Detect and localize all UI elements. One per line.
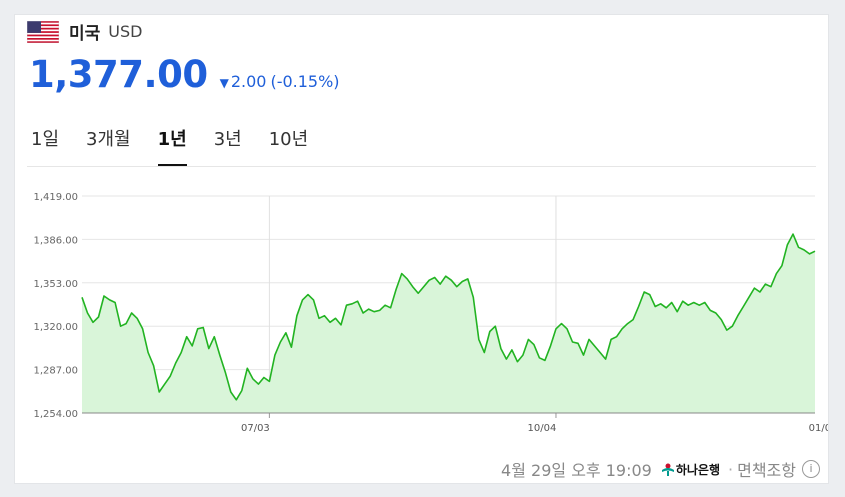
price-change: 2.00 (-0.15%) — [231, 72, 344, 91]
y-tick-label: 1,287.00 — [33, 366, 78, 377]
x-tick-label: 01/02 — [809, 423, 828, 434]
country-name: 미국 — [69, 24, 101, 44]
series-line — [81, 233, 816, 401]
currency-code: USD — [108, 22, 143, 41]
x-tick-label: 10/04 — [528, 423, 557, 434]
currency-header: 미국 USD — [27, 19, 142, 44]
bank-name: 하나은행 — [675, 462, 721, 477]
change-amount: 2.00 — [230, 72, 267, 91]
hana-bank-logo-icon — [661, 463, 674, 476]
down-triangle-icon: ▼ — [219, 76, 229, 90]
y-tick-label: 1,320.00 — [33, 322, 78, 333]
tab-1day[interactable]: 1일 — [31, 129, 60, 150]
period-tabs: 1일 3개월 1년 3년 10년 — [31, 125, 335, 166]
y-tick-label: 1,386.00 — [33, 235, 78, 246]
chart-footer: 4월 29일 오후 19:09 하나은행 · 면책조항 i — [501, 457, 820, 481]
disclaimer-link[interactable]: 면책조항 — [737, 461, 796, 480]
update-timestamp: 4월 29일 오후 19:09 — [501, 461, 652, 480]
y-tick-label: 1,419.00 — [33, 192, 78, 203]
bank-source: 하나은행 — [660, 461, 720, 478]
exchange-rate-card: 미국 USD 1,377.00 ▼ 2.00 (-0.15%) 1일 3개월 1년… — [14, 14, 829, 484]
tab-1year[interactable]: 1년 — [157, 125, 187, 166]
tab-10years[interactable]: 10년 — [268, 129, 309, 150]
tab-divider — [27, 166, 816, 167]
separator-dot: · — [728, 459, 734, 479]
exchange-rate-chart[interactable]: 1,419.00 1,386.00 1,353.00 1,320.00 1,287.00… — [15, 175, 828, 460]
info-icon[interactable]: i — [802, 460, 820, 478]
tab-3years[interactable]: 3년 — [213, 129, 242, 150]
x-tick-label: 07/03 — [241, 423, 270, 434]
current-price: 1,377.00 — [29, 53, 208, 96]
y-tick-label: 1,353.00 — [33, 279, 78, 290]
area-fill — [82, 234, 815, 413]
tab-3months[interactable]: 3개월 — [86, 129, 131, 150]
price-row: 1,377.00 ▼ 2.00 (-0.15%) — [29, 53, 344, 96]
change-percent: (-0.15%) — [270, 72, 340, 91]
us-flag-icon — [27, 20, 59, 43]
y-tick-label: 1,254.00 — [33, 409, 78, 420]
